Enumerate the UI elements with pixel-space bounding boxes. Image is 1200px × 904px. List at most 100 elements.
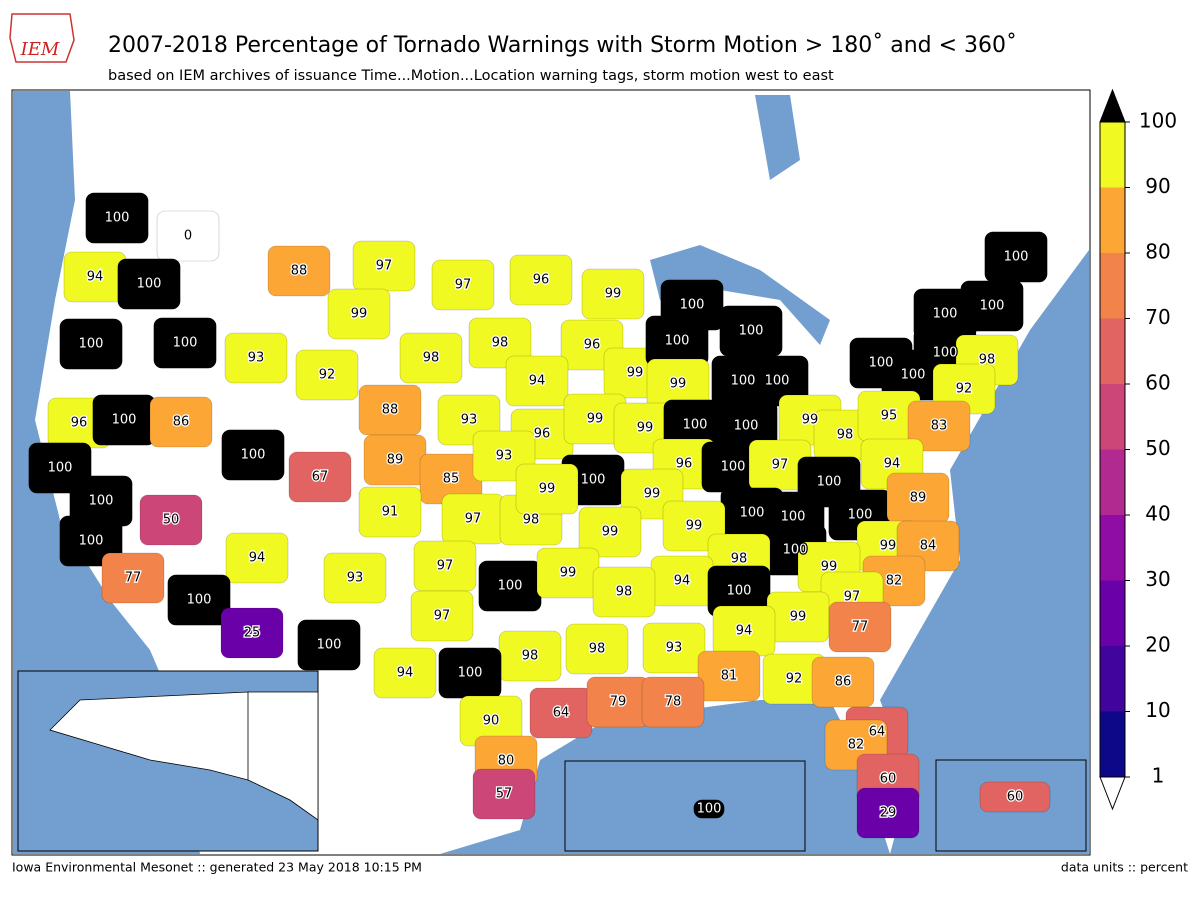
region-label: 99 — [644, 487, 661, 502]
region-label: 98 — [423, 351, 440, 366]
region-label: 100 — [241, 448, 266, 463]
region — [828, 601, 892, 653]
region-label: 100 — [680, 298, 705, 313]
regions — [28, 192, 1051, 839]
region-label: 86 — [835, 675, 852, 690]
region-label: 79 — [610, 695, 627, 710]
colorbar-tick-label: 40 — [1145, 502, 1170, 526]
region-label: 100 — [933, 346, 958, 361]
region-label: 94 — [249, 551, 266, 566]
logo-outline — [9, 13, 75, 63]
region — [156, 210, 220, 262]
colorbar-under — [1099, 776, 1126, 811]
region — [697, 650, 761, 702]
region-label: 100 — [817, 475, 842, 490]
region-label: 100 — [980, 299, 1005, 314]
region — [85, 192, 149, 244]
colorbar-segment — [1100, 711, 1125, 777]
region-label: 100 — [781, 510, 806, 525]
colorbar-tick-label: 30 — [1145, 567, 1170, 591]
colorbar-segment — [1100, 515, 1125, 581]
region-label: 99 — [587, 412, 604, 427]
region-label: 94 — [397, 666, 414, 681]
colorbar-tick-label: 90 — [1145, 174, 1170, 198]
region-label: 99 — [627, 366, 644, 381]
region — [472, 768, 536, 820]
region — [221, 429, 285, 481]
colorbar-segment — [1100, 384, 1125, 450]
region-label: 88 — [382, 403, 399, 418]
region — [101, 552, 165, 604]
region-label: 93 — [248, 351, 265, 366]
region-label: 50 — [163, 513, 180, 528]
region-label: 84 — [920, 539, 937, 554]
region-label: 100 — [933, 307, 958, 322]
colorbar-tick-label: 10 — [1145, 698, 1170, 722]
region-label: 100 — [1004, 250, 1029, 265]
region — [515, 463, 579, 515]
region-label: 98 — [979, 353, 996, 368]
region-label: 57 — [496, 787, 513, 802]
region-label: 91 — [382, 505, 399, 520]
region-label: 100 — [48, 461, 73, 476]
region-label: 100 — [739, 324, 764, 339]
footer-right: data units :: percent — [1061, 860, 1188, 875]
region — [225, 532, 289, 584]
region-label: 100 — [731, 374, 756, 389]
region-label: 92 — [319, 368, 336, 383]
hawaii-inset — [564, 760, 806, 852]
region-label: 93 — [496, 449, 513, 464]
colorbar-segment — [1100, 253, 1125, 319]
region-label: 100 — [112, 413, 137, 428]
region-label: 98 — [731, 552, 748, 567]
region-label: 94 — [87, 270, 104, 285]
region — [224, 332, 288, 384]
logo: IEM — [9, 13, 75, 63]
region — [358, 486, 422, 538]
region-label: 100 — [458, 666, 483, 681]
region-label: 99 — [637, 421, 654, 436]
region — [907, 400, 971, 452]
region-label: 29 — [880, 806, 897, 821]
region-label: 94 — [529, 374, 546, 389]
region-label: 92 — [956, 382, 973, 397]
region-label: 85 — [443, 472, 460, 487]
region-label: 97 — [376, 259, 393, 274]
region-label: 98 — [523, 513, 540, 528]
colorbar-segment — [1100, 449, 1125, 515]
region-label: 100 — [734, 419, 759, 434]
region-label: 98 — [837, 428, 854, 443]
region-label: 100 — [765, 374, 790, 389]
colorbar-tick-label: 100 — [1139, 109, 1177, 133]
region-label: 93 — [461, 413, 478, 428]
region — [745, 355, 809, 407]
region — [578, 506, 642, 558]
colorbar-segment — [1100, 646, 1125, 712]
region-label: 82 — [886, 574, 903, 589]
region-label: 95 — [881, 409, 898, 424]
pacific-ocean — [13, 91, 200, 854]
region-label: 94 — [736, 624, 753, 639]
region-label: 100 — [105, 211, 130, 226]
region — [410, 590, 474, 642]
region-label: 90 — [483, 714, 500, 729]
colorbar-tick-label: 70 — [1145, 305, 1170, 329]
logo-text: IEM — [20, 39, 60, 60]
region-label: 96 — [71, 416, 88, 431]
region-label: 97 — [455, 278, 472, 293]
region-label: 88 — [291, 264, 308, 279]
region — [431, 259, 495, 311]
region-label: 0 — [184, 229, 192, 244]
region — [295, 349, 359, 401]
region-label: 94 — [674, 574, 691, 589]
region-label: 99 — [686, 519, 703, 534]
region-label: 97 — [844, 590, 861, 605]
region-label: 99 — [351, 307, 368, 322]
region-label: 99 — [560, 566, 577, 581]
region-label: 100 — [783, 543, 808, 558]
region-label: 99 — [821, 560, 838, 575]
colorbar-tick-label: 1 — [1152, 764, 1165, 788]
region-label: 98 — [522, 649, 539, 664]
region-label: 94 — [884, 457, 901, 472]
